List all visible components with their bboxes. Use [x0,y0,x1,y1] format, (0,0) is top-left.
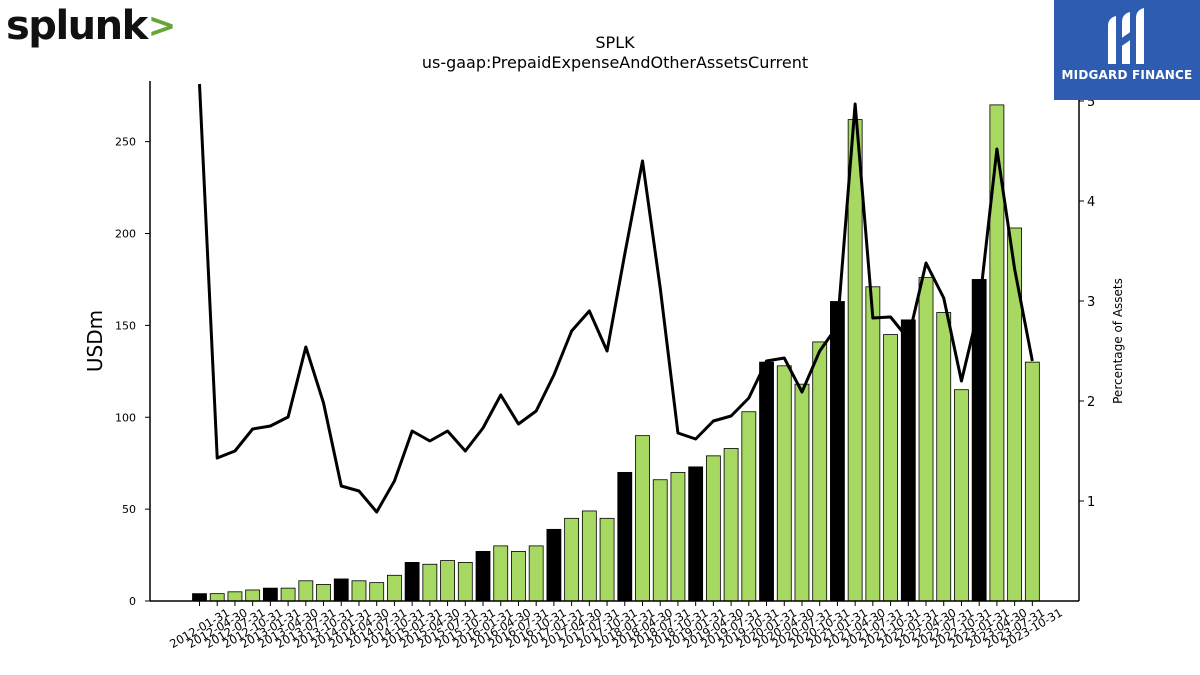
y2-tick-label: 1 [1087,495,1095,510]
y-tick-label: 0 [129,595,136,608]
y2-tick-label: 3 [1087,295,1095,310]
bar [546,528,562,602]
bar [316,584,331,602]
bar [333,578,349,602]
bar [245,589,261,602]
splunk-logo-text: splunk [6,3,148,49]
bar [759,361,774,602]
bar [581,510,597,602]
bar [900,319,916,602]
y2-tick-label: 2 [1087,395,1095,410]
bar [387,574,402,602]
bar [794,383,810,602]
midgard-m-icon [1108,8,1144,64]
bar [227,591,243,602]
bar [209,593,225,602]
splunk-logo: splunk > [6,2,176,50]
bar [404,562,420,602]
bar [776,365,792,602]
bar [688,466,704,602]
bar [599,517,615,602]
chart-subtitle: us-gaap:PrepaidExpenseAndOtherAssetsCurr… [422,53,808,72]
bar [192,593,207,602]
bar [635,435,650,602]
bar [741,411,757,602]
bar [865,286,881,602]
bar [280,587,296,602]
y2-tick-label: 4 [1087,195,1095,210]
midgard-finance-logo: MIDGARD FINANCE [1054,0,1200,100]
y2-axis-label: Percentage of Assets [1111,278,1125,404]
y-axis-label: USDm [83,310,107,372]
bar [564,517,580,602]
percentage-line [198,83,1034,514]
bar [705,455,721,602]
bar [351,580,367,602]
bar [528,545,544,602]
y-tick-label: 100 [115,411,136,424]
bar [954,389,969,602]
y-tick-label: 150 [115,319,136,332]
chevron-right-icon: > [147,6,177,46]
bar [652,479,668,602]
line-layer [198,83,1034,514]
bar [369,582,385,602]
bar [918,277,934,602]
bar [670,471,686,602]
bar [723,448,739,602]
y-tick-label: 250 [115,136,136,149]
bar [475,550,491,602]
bar [883,334,898,602]
bar [830,301,845,602]
y-tick-label: 200 [115,228,136,241]
bar [847,119,863,602]
chart-title: SPLK [595,33,635,52]
bar [457,562,473,602]
bars-layer [192,104,1040,602]
bar [812,341,828,602]
bar [440,560,455,602]
midgard-finance-text: MIDGARD FINANCE [1061,68,1193,82]
bar [1024,361,1040,602]
ticks-layer: 050100150200250123452012-01-312012-04-30… [115,95,1095,651]
bar [262,587,278,602]
bar [493,545,509,602]
bar [1007,227,1023,602]
axes-layer [149,81,1080,602]
bar [298,580,314,602]
y-tick-label: 50 [122,503,136,516]
bar [617,471,633,602]
bar [936,312,952,602]
y2-tick-label: 5 [1087,95,1095,110]
bar [422,563,438,602]
bar [511,550,526,602]
